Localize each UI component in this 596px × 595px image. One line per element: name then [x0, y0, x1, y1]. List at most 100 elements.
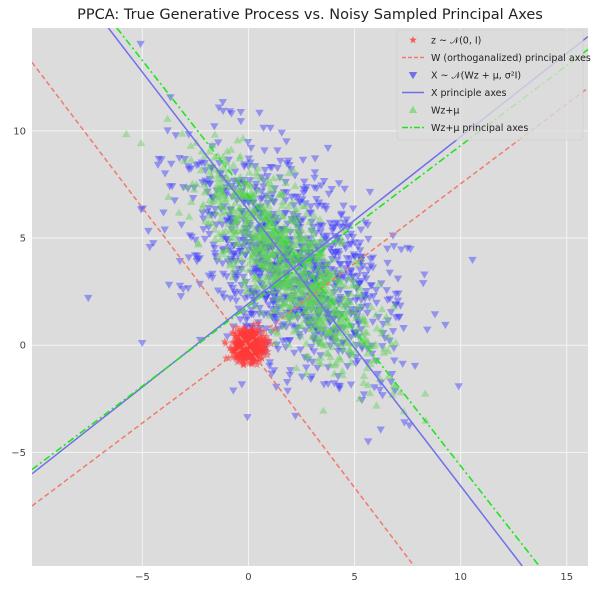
wz-mu-point — [276, 239, 285, 248]
wz-mu-point — [307, 281, 316, 290]
x-sample-point — [254, 268, 263, 277]
wz-mu-point — [315, 215, 325, 223]
x-sample-point — [299, 308, 309, 317]
x-sample-point — [236, 248, 245, 256]
wz-mu-principal-axes-line — [116, 28, 540, 566]
wz-mu-point — [289, 166, 298, 174]
x-principal-axes-line — [107, 28, 523, 566]
wz-mu-point — [276, 235, 285, 243]
wz-mu-point — [377, 329, 387, 337]
wz-mu-point — [182, 182, 191, 190]
z-sample-point — [243, 347, 252, 355]
wz-mu-point — [267, 240, 276, 248]
wz-mu-point — [294, 322, 303, 330]
wz-mu-point — [302, 209, 311, 217]
wz-mu-point — [335, 329, 344, 337]
wz-mu-point — [246, 160, 255, 168]
wz-mu-point — [231, 256, 241, 264]
x-sample-point — [396, 302, 405, 310]
x-sample-point — [264, 268, 273, 276]
z-sample-point — [236, 341, 245, 349]
wz-mu-point — [258, 263, 268, 271]
x-sample-point — [316, 249, 325, 257]
x-sample-point — [305, 235, 315, 243]
wz-mu-point — [233, 226, 242, 235]
x-sample-point — [272, 237, 281, 245]
x-sample-point — [271, 290, 280, 298]
wz-mu-point — [312, 239, 321, 247]
x-sample-point — [218, 247, 228, 255]
wz-mu-point — [174, 208, 184, 216]
wz-mu-point — [292, 225, 301, 233]
x-sample-point — [210, 123, 219, 131]
x-sample-point — [258, 267, 267, 275]
wz-mu-point — [336, 340, 346, 348]
wz-mu-point — [277, 212, 287, 220]
wz-mu-point — [269, 226, 279, 235]
x-sample-point — [268, 305, 277, 314]
x-sample-point — [195, 255, 204, 263]
wz-mu-point — [308, 270, 317, 278]
wz-mu-point — [286, 302, 295, 310]
wz-mu-point — [277, 262, 287, 270]
wz-mu-point — [280, 261, 290, 269]
x-sample-point — [354, 320, 363, 328]
x-sample-point — [353, 358, 362, 366]
wz-mu-point — [305, 291, 314, 299]
wz-mu-point — [252, 249, 261, 257]
wz-mu-point — [291, 248, 300, 256]
x-sample-point — [367, 350, 377, 358]
x-sample-point — [259, 177, 268, 185]
z-sample-point — [234, 352, 243, 361]
wz-mu-point — [268, 227, 278, 235]
wz-mu-point — [251, 302, 261, 310]
x-sample-point — [254, 242, 264, 250]
x-sample-point — [212, 221, 221, 229]
wz-mu-point — [239, 276, 249, 284]
x-sample-point — [157, 156, 166, 164]
x-sample-point — [351, 329, 361, 337]
x-sample-point — [237, 265, 246, 273]
wz-mu-point — [324, 349, 333, 357]
x-sample-point — [240, 161, 249, 169]
wz-mu-point — [279, 222, 289, 230]
wz-mu-point — [188, 179, 197, 187]
wz-mu-point — [257, 233, 267, 242]
wz-mu-point — [319, 341, 329, 349]
wz-mu-point — [294, 214, 303, 223]
wz-mu-point — [261, 208, 271, 216]
x-sample-point — [346, 381, 356, 389]
x-sample-point — [267, 262, 276, 270]
z-sample-point — [257, 354, 266, 362]
chart-title: PPCA: True Generative Process vs. Noisy … — [77, 7, 543, 23]
x-sample-point — [193, 255, 203, 263]
wz-mu-point — [257, 308, 266, 316]
wz-mu-point — [316, 332, 325, 341]
wz-mu-point — [321, 264, 331, 272]
x-sample-point — [255, 273, 264, 282]
wz-mu-point — [268, 232, 278, 240]
wz-mu-point — [190, 185, 199, 193]
wz-mu-point — [224, 202, 233, 210]
x-sample-point — [259, 240, 268, 248]
z-sample-point — [259, 327, 268, 335]
wz-mu-point — [279, 279, 288, 288]
wz-mu-point — [285, 217, 294, 225]
wz-mu-point — [297, 321, 306, 329]
wz-mu-point — [336, 293, 345, 301]
wz-mu-point — [260, 225, 269, 233]
x-sample-point — [344, 261, 353, 269]
wz-mu-point — [316, 269, 325, 277]
x-sample-point — [352, 316, 362, 324]
x-sample-point — [227, 220, 236, 228]
wz-mu-point — [295, 250, 304, 258]
x-sample-point — [331, 280, 341, 288]
wz-mu-point — [251, 233, 260, 241]
wz-mu-point — [257, 234, 267, 243]
x-sample-point — [391, 314, 401, 322]
wz-mu-point — [255, 242, 265, 250]
wz-mu-point — [303, 301, 312, 309]
x-sample-point — [294, 296, 303, 304]
wz-mu-point — [319, 324, 328, 332]
wz-mu-point — [421, 416, 430, 424]
